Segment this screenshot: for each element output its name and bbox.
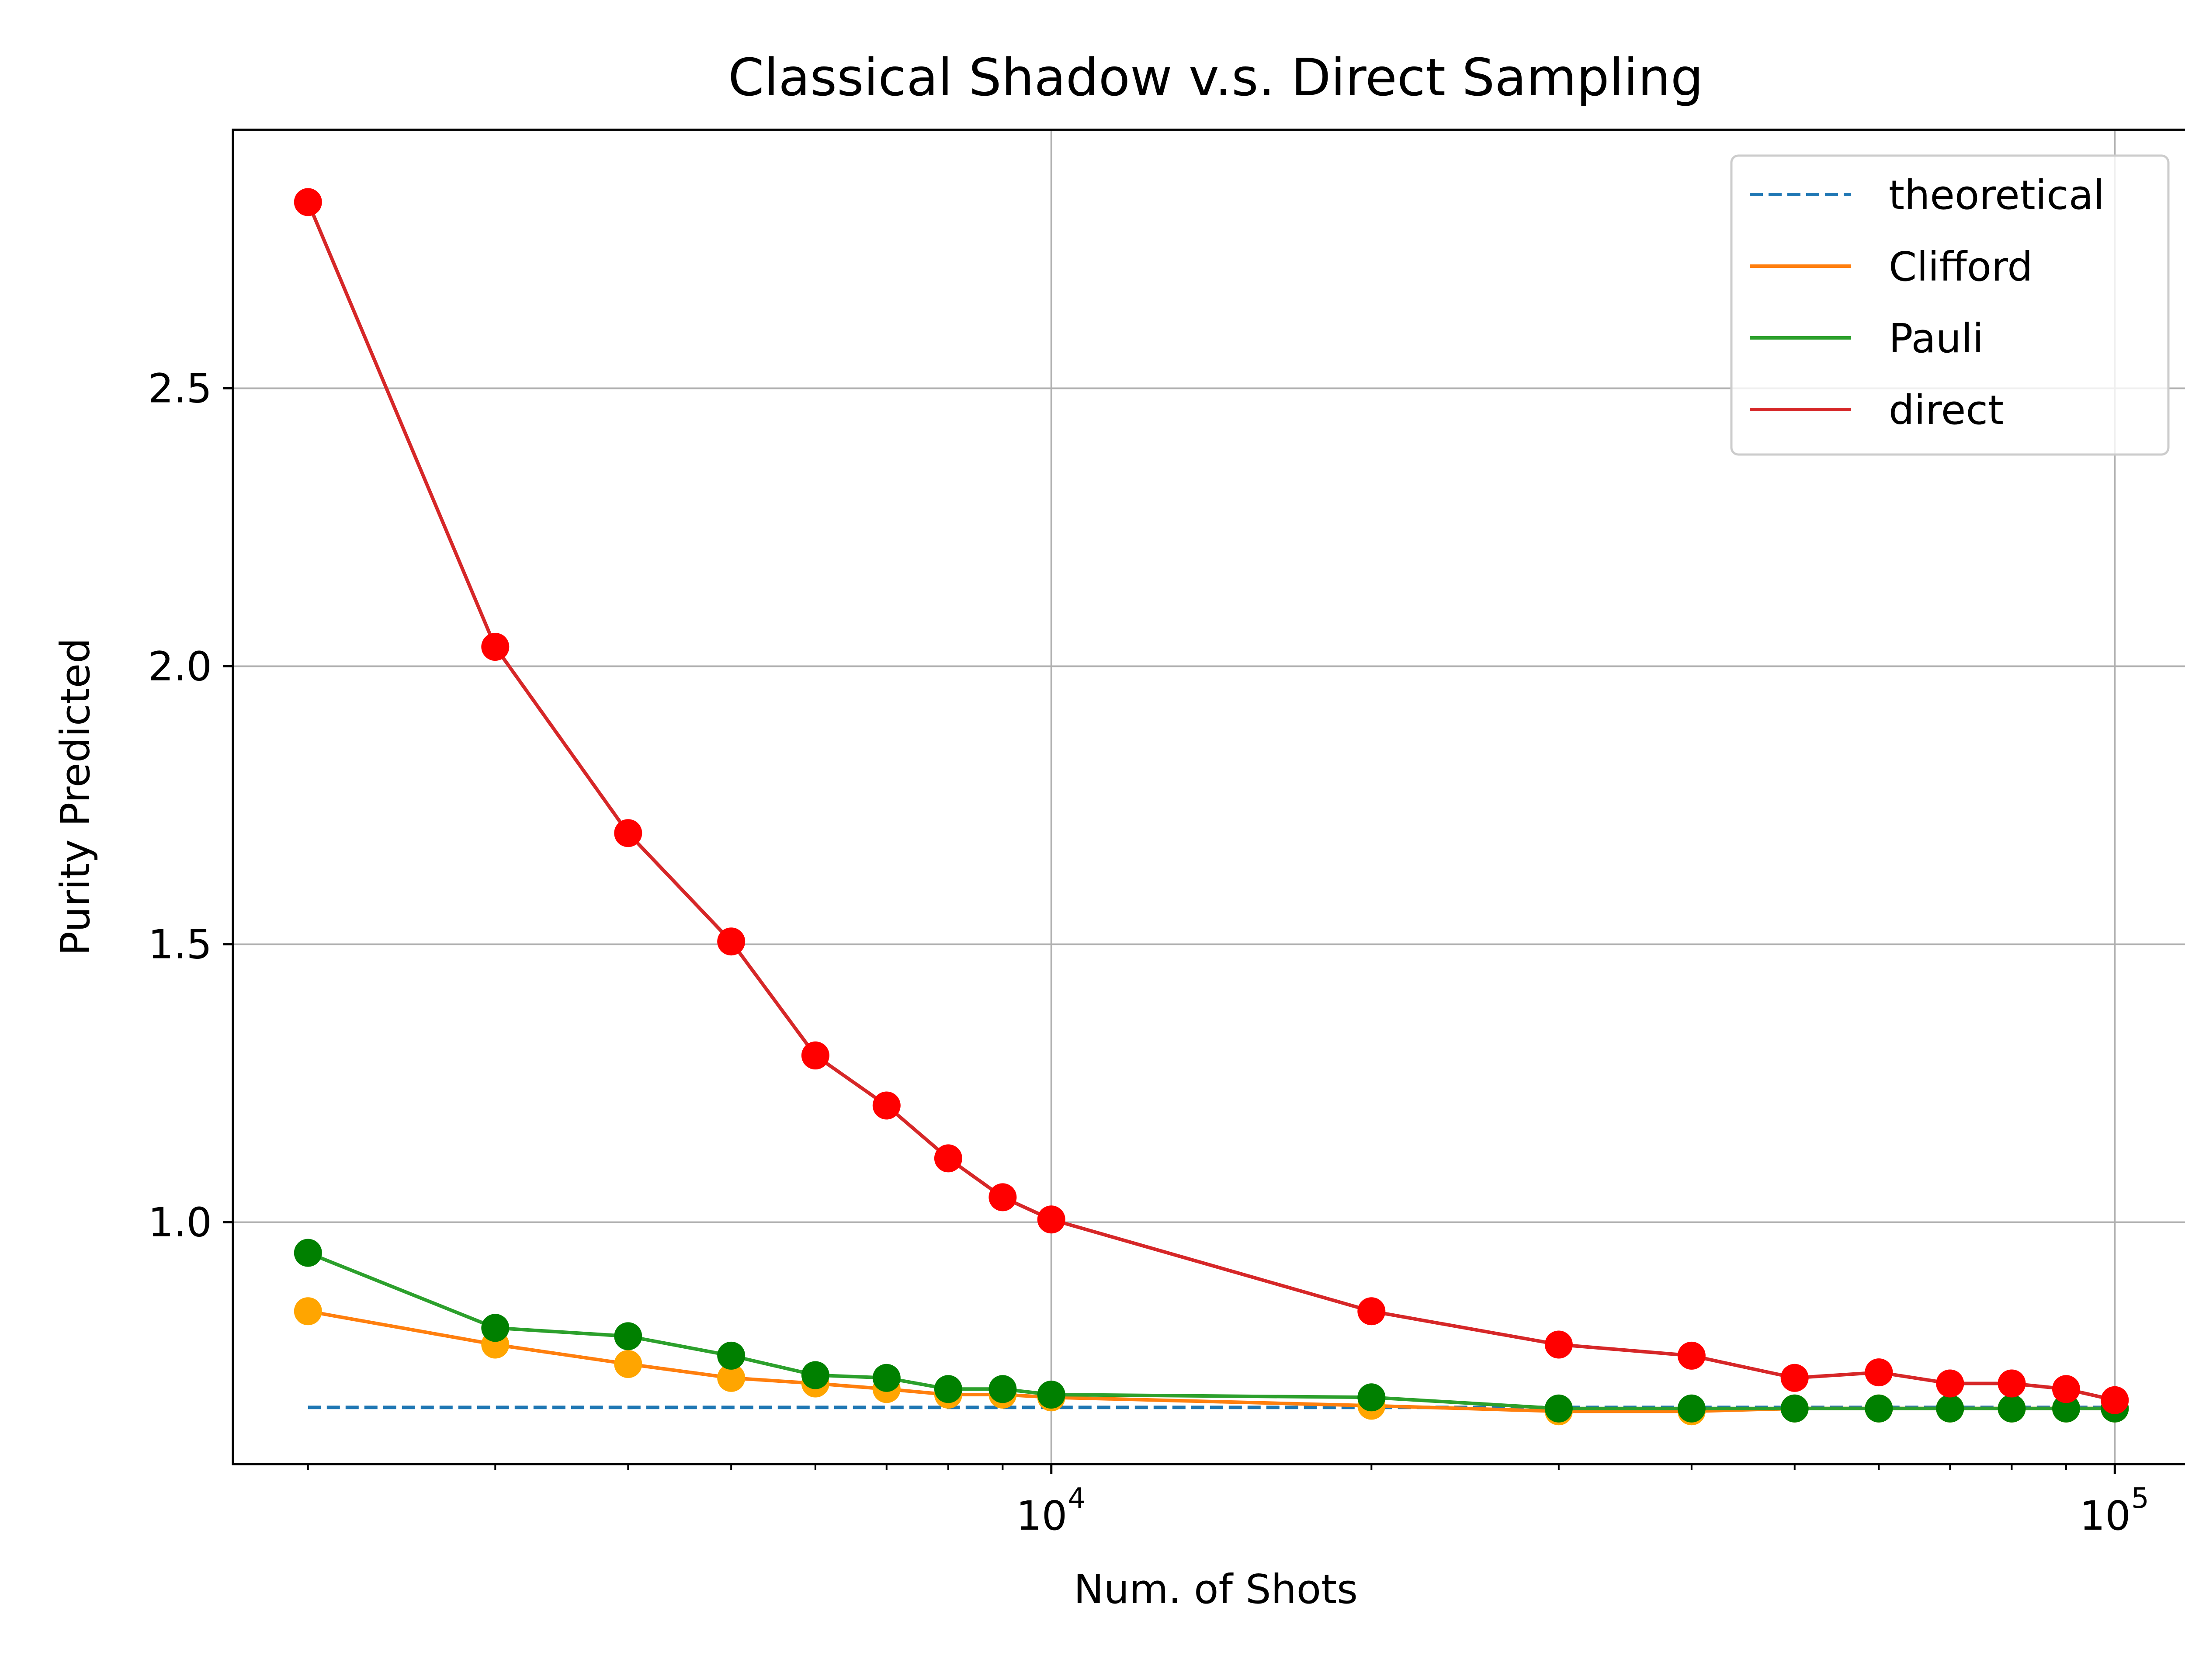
data-point-direct xyxy=(1357,1297,1386,1326)
x-axis-label: Num. of Shots xyxy=(1074,1566,1358,1613)
data-point-pauli xyxy=(294,1239,322,1267)
data-point-direct xyxy=(801,1041,829,1069)
y-tick-label: 2.5 xyxy=(148,365,212,412)
legend-frame xyxy=(1730,154,2170,456)
data-point-direct xyxy=(872,1091,901,1120)
data-point-pauli xyxy=(801,1361,829,1389)
y-tick-label: 1.0 xyxy=(148,1199,212,1246)
x-tick-label-base: 10 xyxy=(2080,1493,2131,1539)
x-tick-label: 10 5 xyxy=(2080,1482,2149,1539)
x-tick-label-base: 10 xyxy=(1016,1493,1067,1539)
series-direct xyxy=(294,188,2129,1414)
data-point-pauli xyxy=(1037,1381,1065,1409)
axes-ticks: 10 4 10 51.01.52.02.5 xyxy=(148,365,2149,1539)
data-point-direct xyxy=(1780,1364,1809,1392)
data-point-pauli xyxy=(481,1314,510,1342)
legend-label-direct: direct xyxy=(1889,387,2004,434)
data-point-direct xyxy=(294,188,322,216)
x-tick-label-exponent: 5 xyxy=(2131,1482,2149,1515)
data-point-pauli xyxy=(1998,1394,2026,1423)
data-point-direct xyxy=(2052,1375,2080,1403)
data-point-pauli xyxy=(2052,1394,2080,1423)
data-point-direct xyxy=(988,1183,1017,1211)
y-axis-label: Purity Predicted xyxy=(52,638,99,955)
y-tick-label: 1.5 xyxy=(148,921,212,968)
plot-frame xyxy=(232,128,2185,1465)
y-tick-label: 2.0 xyxy=(148,643,212,690)
legend-label-clifford: Clifford xyxy=(1889,243,2033,290)
data-point-direct xyxy=(1998,1369,2026,1398)
data-point-direct xyxy=(1936,1369,1964,1398)
x-tick-label-exponent: 4 xyxy=(1068,1482,1086,1515)
data-point-clifford xyxy=(614,1350,642,1378)
data-point-direct xyxy=(1865,1358,1893,1387)
legend-label-theoretical: theoretical xyxy=(1889,172,2105,219)
data-series xyxy=(294,188,2129,1426)
data-point-pauli xyxy=(1780,1394,1809,1423)
data-point-direct xyxy=(2101,1386,2129,1414)
legend-items: theoretical Clifford Pauli direct xyxy=(1750,172,2105,434)
data-point-clifford xyxy=(717,1364,746,1392)
data-point-pauli xyxy=(934,1375,962,1403)
data-point-pauli xyxy=(614,1322,642,1350)
data-point-direct xyxy=(717,927,746,956)
data-point-direct xyxy=(1677,1341,1706,1370)
data-point-direct xyxy=(1037,1205,1065,1234)
data-point-pauli xyxy=(1865,1394,1893,1423)
x-tick-label: 10 4 xyxy=(1016,1482,1086,1539)
data-point-direct xyxy=(614,819,642,847)
data-point-pauli xyxy=(872,1364,901,1392)
legend-label-pauli: Pauli xyxy=(1889,315,1984,362)
data-point-direct xyxy=(1544,1330,1573,1359)
data-point-pauli xyxy=(1544,1394,1573,1423)
series-pauli xyxy=(294,1239,2129,1423)
legend: theoretical Clifford Pauli direct xyxy=(1730,154,2170,456)
data-point-direct xyxy=(481,633,510,661)
data-point-pauli xyxy=(1936,1394,1964,1423)
data-point-pauli xyxy=(988,1375,1017,1403)
data-point-direct xyxy=(934,1144,962,1173)
chart-title: Classical Shadow v.s. Direct Sampling xyxy=(728,47,1703,108)
data-point-pauli xyxy=(1357,1383,1386,1412)
data-point-pauli xyxy=(1677,1394,1706,1423)
data-point-pauli xyxy=(717,1341,746,1370)
data-point-clifford xyxy=(294,1297,322,1326)
